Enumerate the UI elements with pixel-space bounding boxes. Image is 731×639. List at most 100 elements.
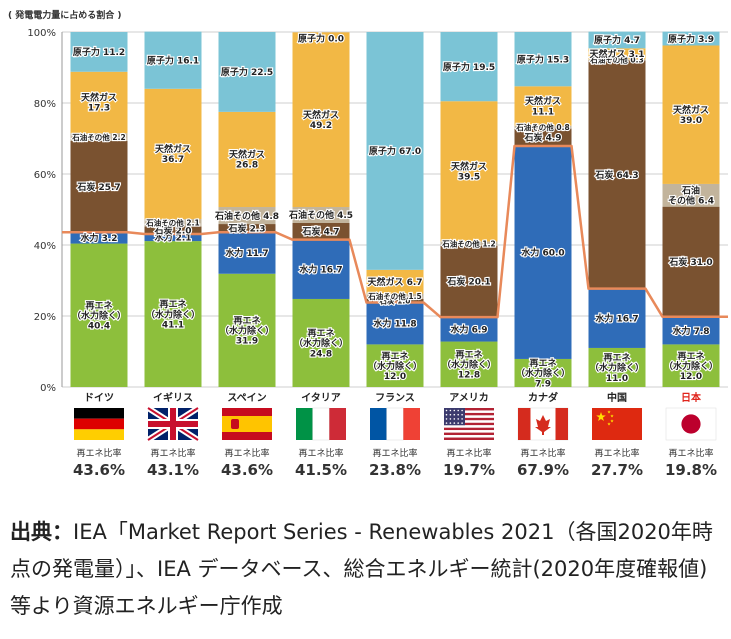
flag-star-small [607, 410, 611, 414]
segment-label-gas: 天然ガス 3.1 [589, 48, 644, 60]
flag-stripe [329, 408, 346, 440]
ratio-value: 27.7% [591, 461, 643, 479]
segment-label-renew: 再エネ（水力除く） 24.8 [294, 328, 348, 359]
flag-star [445, 409, 448, 412]
renewable-ratio-line [62, 144, 728, 319]
bar-segment-renew [514, 358, 572, 387]
bar-segment-gas [144, 88, 202, 220]
segment-label-gas: 天然ガス 26.8 [229, 149, 265, 171]
ratio-caption: 再エネ比率 [224, 447, 269, 459]
flag-star [449, 422, 452, 424]
flag-star-small [607, 422, 611, 426]
ratio-value: 67.9% [517, 461, 569, 479]
bar-segment-oil [440, 241, 498, 246]
flag-stripe [444, 417, 494, 421]
bar-segment-coal [144, 226, 202, 234]
flag-star [461, 418, 463, 420]
ratio-value: 43.6% [73, 461, 125, 479]
flag-star [457, 409, 460, 412]
bar-segment-hydro [292, 239, 350, 299]
ratio-value: 43.1% [147, 461, 199, 479]
bar-segment-coal [292, 222, 350, 240]
bar-segment-hydro [662, 316, 720, 345]
segment-label-coal: 石炭 64.3 [594, 169, 638, 181]
flag-star [457, 422, 460, 424]
flag-usa [444, 408, 494, 440]
y-tick-label: 80% [34, 99, 56, 110]
bar-segment-oil [514, 125, 572, 129]
segment-label-nuclear: 原子力 19.5 [443, 61, 495, 73]
flag-germany [74, 408, 124, 440]
segment-label-hydro: 水力 16.7 [299, 264, 342, 276]
bar-segment-oil [662, 183, 720, 207]
bar-segment-gas [662, 45, 720, 184]
segment-label-renew: 再エネ（水力除く） 12.8 [442, 349, 496, 380]
flag-stripe [444, 427, 494, 431]
flag-stripe [222, 416, 272, 432]
bar-segment-renew [292, 298, 350, 387]
flag-stripe [74, 429, 124, 440]
segment-label-hydro: 水力 6.9 [450, 324, 487, 336]
flag-canton [444, 408, 465, 426]
bar-segment-renew [588, 347, 646, 387]
bar-segment-hydro [70, 232, 128, 244]
flag-stripe [444, 422, 494, 426]
ratio-value: 43.6% [221, 461, 273, 479]
flag-stripe [444, 432, 494, 436]
bar-segment-gas [218, 111, 276, 208]
segment-label-hydro: 水力 3.2 [80, 232, 117, 244]
bar-segment-renew [662, 344, 720, 387]
segment-label-hydro: 水力 11.8 [373, 318, 416, 330]
segment-label-renew: 再エネ（水力除く） 31.9 [220, 316, 274, 347]
flag-star [453, 413, 456, 416]
segment-label-coal: 石炭 1.0 [379, 295, 411, 305]
ratio-value: 19.8% [665, 461, 717, 479]
flag-star [449, 409, 452, 412]
segment-label-gas: 天然ガス 17.3 [81, 92, 117, 114]
segment-label-renew: 再エネ（水力除く） 7.9 [516, 358, 570, 389]
segment-label-renew: 再エネ（水力除く） 40.4 [72, 300, 126, 331]
country-label: フランス [375, 392, 415, 404]
segment-label-oil: 石油その他 4.8 [214, 210, 279, 222]
chart: ( 発電電力量に占める割合 ) 0% 20% 40% 60% 80% 100% ドイツ再エネ比… [8, 9, 728, 479]
segment-label-hydro: 水力 60.0 [521, 247, 564, 259]
flag-stripe [74, 408, 124, 419]
segment-label-nuclear: 原子力 16.1 [147, 54, 199, 66]
bar-segment-nuclear [218, 32, 276, 112]
bar-segment-oil [144, 219, 202, 227]
bar-segment-renew [218, 273, 276, 387]
bar-segment-hydro [144, 233, 202, 242]
segment-label-coal: 石炭 20.1 [446, 276, 490, 288]
segment-label-coal: 石炭 31.0 [668, 256, 712, 268]
flag-china [592, 408, 642, 440]
country-label: 中国 [607, 391, 627, 404]
source-label: 出典： [10, 520, 73, 544]
flag-emblem [231, 419, 239, 429]
bar-segment-renew [70, 243, 128, 387]
y-tick-label: 60% [34, 170, 56, 181]
segment-label-coal: 石炭 2.3 [227, 222, 265, 234]
segment-label-gas: 天然ガス 39.5 [451, 161, 487, 183]
flag-stripe [444, 420, 494, 423]
bar-segment-coal [588, 60, 646, 289]
segment-label-hydro: 水力 16.7 [595, 313, 638, 325]
bar-segment-nuclear [514, 32, 572, 87]
bar-segment-coal [514, 128, 572, 146]
flag-star [461, 422, 463, 424]
bar-segment-coal [70, 140, 128, 233]
bar-segment-gas [440, 101, 498, 242]
segment-label-gas: 天然ガス 49.2 [303, 109, 339, 131]
country-label: アメリカ [449, 392, 489, 404]
flag-stripe [370, 408, 387, 440]
ratio-caption: 再エネ比率 [594, 447, 639, 459]
flag-star [457, 418, 460, 420]
y-tick-label: 0% [40, 383, 56, 394]
segment-label-oil: 石油その他 0.8 [515, 122, 569, 132]
ratio-caption: 再エネ比率 [372, 447, 417, 459]
bar-segment-gas [292, 32, 350, 208]
flag-stripe [444, 437, 494, 440]
bar-segment-hydro [514, 145, 572, 359]
flag-field [592, 408, 642, 440]
segment-label-hydro: 水力 11.7 [225, 247, 268, 259]
bar-segment-nuclear [440, 32, 498, 102]
